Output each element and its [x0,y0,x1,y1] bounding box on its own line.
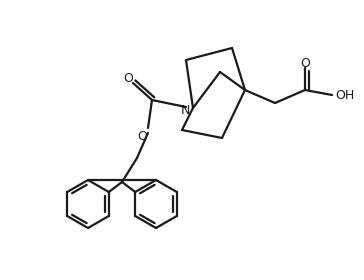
Text: O: O [137,130,147,143]
Text: O: O [123,71,133,85]
Text: OH: OH [335,88,354,102]
Text: O: O [300,57,310,69]
Text: N: N [180,104,190,116]
